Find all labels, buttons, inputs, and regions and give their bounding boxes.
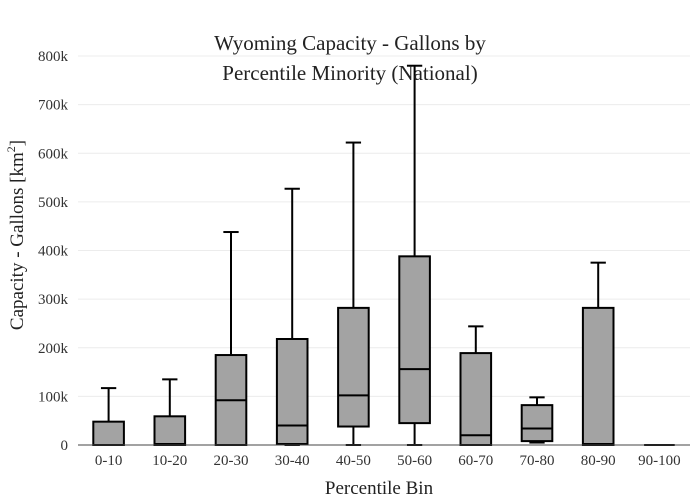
y-tick-label: 200k (38, 341, 69, 357)
box-10-20 (153, 378, 187, 446)
box-70-80 (520, 396, 554, 444)
x-tick-label: 0-10 (95, 453, 123, 469)
y-tick-label: 100k (38, 389, 69, 405)
x-tick-label: 50-60 (397, 453, 432, 469)
y-tick-label: 700k (38, 98, 69, 114)
gridlines (78, 55, 690, 397)
iqr-box (92, 420, 125, 447)
chart-title-line-1: Wyoming Capacity - Gallons by (214, 31, 486, 55)
y-axis-title: Capacity - Gallons [km2] (4, 140, 28, 330)
x-tick-label: 10-20 (152, 453, 187, 469)
box-20-30 (214, 231, 248, 447)
boxes (92, 64, 675, 447)
iqr-box (337, 306, 370, 428)
y-axis-title-main: Capacity - Gallons [km (7, 152, 28, 330)
iqr-box (520, 404, 554, 443)
box-80-90 (581, 261, 615, 446)
y-tick-label: 500k (38, 195, 69, 211)
x-tick-label: 40-50 (336, 453, 371, 469)
x-axis-title: Percentile Bin (325, 478, 434, 499)
y-tick-label: 300k (38, 292, 69, 308)
x-tick-label: 20-30 (214, 453, 249, 469)
box-30-40 (275, 187, 309, 446)
y-axis-title-end: ] (7, 140, 28, 146)
y-axis-title-superscript: 2 (4, 146, 18, 152)
iqr-box (398, 255, 431, 425)
y-axis-ticks: 0 100k 200k 300k 400k 500k 600k 700k 800k (38, 49, 69, 454)
iqr-box (153, 415, 187, 446)
y-tick-label: 600k (38, 146, 69, 162)
box-50-60 (398, 64, 431, 446)
y-tick-label: 800k (38, 49, 69, 65)
x-tick-label: 70-80 (520, 453, 555, 469)
box-40-50 (337, 141, 370, 446)
y-tick-label: 0 (61, 438, 69, 454)
iqr-box (275, 337, 309, 446)
x-tick-label: 60-70 (458, 453, 493, 469)
chart-title-line-2: Percentile Minority (National) (222, 61, 477, 85)
iqr-box (459, 352, 493, 447)
x-tick-label: 80-90 (581, 453, 616, 469)
y-tick-label: 400k (38, 244, 69, 260)
box-60-70 (459, 325, 493, 447)
x-tick-label: 90-100 (638, 453, 681, 469)
x-tick-label: 30-40 (275, 453, 310, 469)
x-axis-ticks: 0-10 10-20 20-30 30-40 40-50 50-60 60-70 70-80 8… (95, 453, 681, 469)
iqr-box (581, 306, 615, 446)
